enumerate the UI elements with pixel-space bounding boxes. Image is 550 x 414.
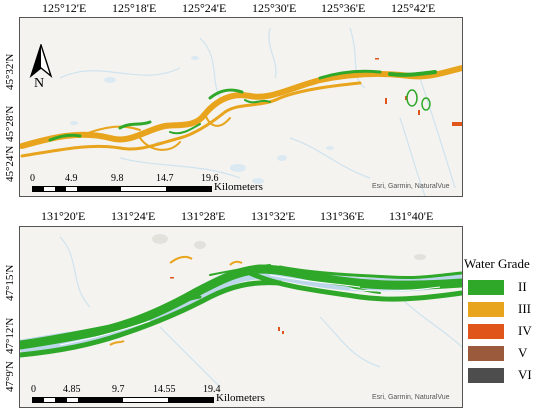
lon-label: 125°30'E xyxy=(252,1,297,15)
lon-label: 125°12'E xyxy=(42,1,87,15)
lon-label: 125°18'E xyxy=(112,1,157,15)
bottom-map-canvas xyxy=(20,234,462,388)
scale-number: 19.6 xyxy=(201,173,219,184)
river-grade-iv xyxy=(170,277,284,334)
scale-number: 14.7 xyxy=(156,173,174,184)
scale-number: 19.4 xyxy=(203,384,221,395)
river-grade-iv xyxy=(375,58,462,126)
legend-label: II xyxy=(518,279,527,294)
legend-label: VI xyxy=(518,367,532,382)
legend-label: IV xyxy=(518,323,532,338)
lat-label: 47°9'N xyxy=(4,361,16,392)
lat-label: 45°24'N xyxy=(4,145,16,182)
lon-label: 131°36'E xyxy=(320,209,365,223)
river-grade-ii xyxy=(48,69,437,142)
sandbars xyxy=(59,274,441,346)
lat-label: 47°12'N xyxy=(4,317,16,354)
north-label: N xyxy=(34,76,45,91)
legend-item-iv: IV xyxy=(468,322,550,342)
lat-label: 47°15'N xyxy=(4,264,16,301)
scale-number: 0 xyxy=(31,384,36,395)
map-credit: Esri, Garmin, NaturalVue xyxy=(372,394,450,401)
north-arrow: N xyxy=(28,42,54,91)
north-arrow-icon xyxy=(29,42,53,79)
legend-label: III xyxy=(518,301,531,316)
scale-number: 4.85 xyxy=(63,384,81,395)
legend-swatch xyxy=(468,302,504,317)
river-grade-iii xyxy=(20,65,462,158)
lon-label: 131°32'E xyxy=(251,209,296,223)
scale-number: 4.9 xyxy=(65,173,78,184)
tributary-streams xyxy=(59,27,456,196)
lon-label: 131°28'E xyxy=(181,209,226,223)
legend-item-v: V xyxy=(468,344,550,364)
lon-label: 131°40'E xyxy=(389,209,434,223)
legend: Water Grade II III IV V VI xyxy=(464,256,550,406)
terrain-patches xyxy=(152,234,426,260)
legend-title: Water Grade xyxy=(464,256,530,271)
oxbow-lakes xyxy=(406,89,431,111)
scale-bar-track xyxy=(32,397,214,403)
river-grade-iii xyxy=(109,255,243,346)
lon-label: 125°42'E xyxy=(391,1,436,15)
legend-swatch xyxy=(468,324,504,339)
legend-swatch xyxy=(468,368,504,383)
map-credit: Esri, Garmin, NaturalVue xyxy=(372,183,450,190)
tributary-streams xyxy=(59,236,462,388)
lon-label: 125°24'E xyxy=(182,1,227,15)
legend-label: V xyxy=(518,345,528,360)
bottom-map[interactable]: 0 4.85 9.7 14.55 19.4 Kilometers Esri, G… xyxy=(19,226,463,408)
legend-swatch xyxy=(468,280,504,295)
bottom-scale-bar: 0 4.85 9.7 14.55 19.4 Kilometers xyxy=(28,385,278,405)
lakes xyxy=(70,56,334,184)
legend-swatch xyxy=(468,346,504,361)
legend-item-vi: VI xyxy=(468,366,550,386)
lon-label: 131°20'E xyxy=(41,209,86,223)
scale-unit: Kilometers xyxy=(216,392,265,404)
lat-label: 45°32'N xyxy=(4,53,16,90)
scale-number: 0 xyxy=(30,173,35,184)
top-map-canvas xyxy=(20,27,462,196)
lon-label: 125°36'E xyxy=(321,1,366,15)
legend-item-ii: II xyxy=(468,278,550,298)
lon-label: 131°24'E xyxy=(111,209,156,223)
river-grade-ii xyxy=(20,264,462,358)
scale-bar-track xyxy=(32,186,212,192)
legend-item-iii: III xyxy=(468,300,550,320)
scale-number: 9.8 xyxy=(111,173,124,184)
scale-unit: Kilometers xyxy=(214,181,263,193)
top-scale-bar: 0 4.9 9.8 14.7 19.6 Kilometers xyxy=(28,174,278,194)
top-map[interactable]: N 0 4.9 9.8 14.7 19.6 Kilometers Esri, G… xyxy=(19,17,463,197)
lat-label: 45°28'N xyxy=(4,105,16,142)
scale-number: 14.55 xyxy=(153,384,176,395)
scale-number: 9.7 xyxy=(112,384,125,395)
